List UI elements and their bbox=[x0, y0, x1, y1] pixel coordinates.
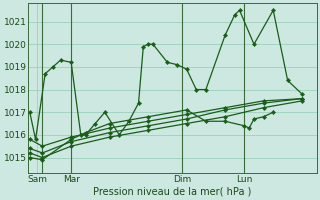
X-axis label: Pression niveau de la mer( hPa ): Pression niveau de la mer( hPa ) bbox=[93, 187, 252, 197]
